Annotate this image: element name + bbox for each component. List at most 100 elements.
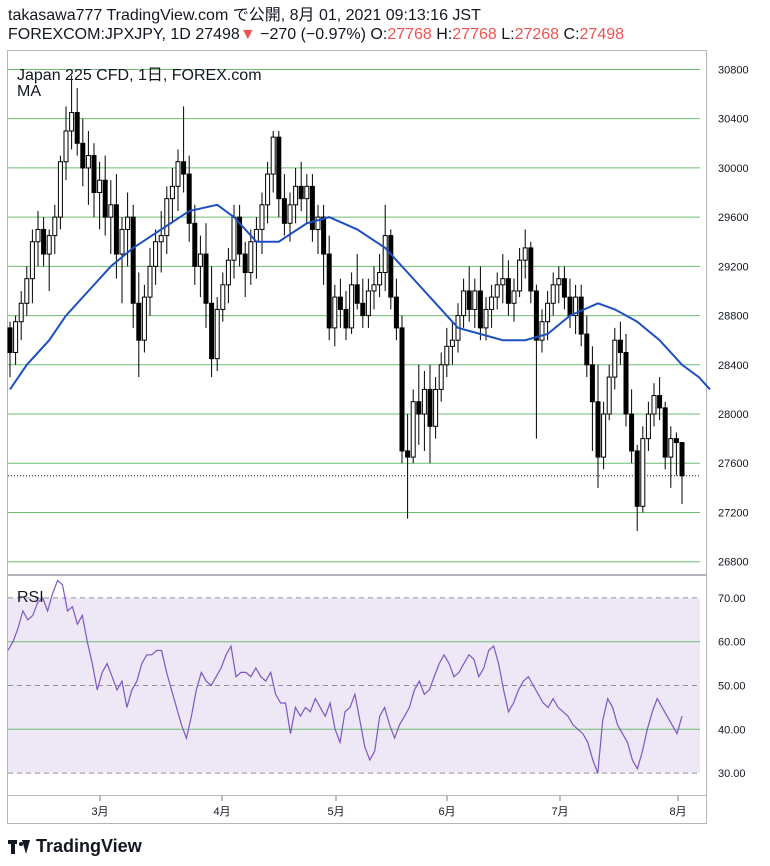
time-tick-label: 8月 bbox=[669, 806, 686, 818]
candle-body bbox=[449, 339, 455, 347]
candle-body bbox=[309, 185, 315, 230]
candle-body bbox=[125, 216, 131, 230]
rsi-pane[interactable] bbox=[7, 575, 707, 796]
candle-body bbox=[477, 290, 483, 329]
candle-body bbox=[321, 216, 327, 255]
candle-body bbox=[74, 112, 80, 144]
candle-body bbox=[668, 438, 674, 458]
candle-body bbox=[399, 327, 405, 452]
price-tick-label: 28000 bbox=[718, 409, 749, 421]
candle-body bbox=[461, 290, 467, 317]
candle-body bbox=[237, 216, 243, 255]
open-value: 27768 bbox=[387, 26, 432, 43]
time-tick-label: 3月 bbox=[91, 806, 108, 818]
candle-body bbox=[438, 364, 444, 390]
price-tick-label: 27200 bbox=[718, 507, 749, 519]
candle-body bbox=[186, 173, 192, 224]
candle-body bbox=[91, 155, 97, 194]
price-tick-label: 30400 bbox=[718, 114, 749, 126]
candle-body bbox=[332, 296, 338, 329]
candle-body bbox=[657, 395, 663, 409]
candle-body bbox=[651, 395, 657, 415]
price-tick-label: 26800 bbox=[718, 557, 749, 569]
price-pane[interactable] bbox=[7, 50, 707, 575]
candle-body bbox=[617, 339, 623, 353]
time-tick-label: 4月 bbox=[213, 806, 230, 818]
candle-body bbox=[573, 296, 579, 317]
candle-body bbox=[595, 401, 601, 458]
time-tick-label: 5月 bbox=[327, 806, 344, 818]
candle-body bbox=[85, 155, 91, 169]
candle-body bbox=[35, 228, 41, 243]
down-arrow-icon: ▼ bbox=[239, 26, 256, 43]
price-tick-label: 30800 bbox=[718, 64, 749, 76]
candle-body bbox=[158, 235, 164, 243]
price-change: −270 (−0.97%) bbox=[260, 26, 366, 43]
candle-body bbox=[231, 216, 237, 261]
candle-body bbox=[52, 216, 58, 237]
candle-body bbox=[276, 136, 282, 200]
high-value: 27768 bbox=[452, 26, 497, 43]
candle-body bbox=[343, 308, 349, 329]
candle-body bbox=[69, 112, 75, 132]
price-tick-label: 29200 bbox=[718, 261, 749, 273]
candle-body bbox=[517, 259, 523, 292]
candle-body bbox=[679, 442, 685, 477]
publish-info-text: takasawa777 TradingView.com で公開, 8月 01, … bbox=[8, 7, 481, 24]
candle-body bbox=[371, 284, 377, 292]
high-label: H: bbox=[436, 26, 453, 43]
tradingview-logo[interactable]: TradingView bbox=[8, 836, 142, 857]
candle-body bbox=[220, 284, 226, 310]
candle-body bbox=[500, 278, 506, 286]
time-axis[interactable] bbox=[7, 796, 707, 824]
candle-body bbox=[662, 407, 668, 458]
candle-body bbox=[57, 161, 63, 218]
candle-body bbox=[640, 438, 646, 507]
candle-body bbox=[119, 228, 125, 255]
candle-body bbox=[405, 450, 411, 458]
candle-body bbox=[197, 253, 203, 267]
candle-body bbox=[46, 235, 52, 255]
candle-body bbox=[18, 302, 24, 323]
candle-body bbox=[645, 413, 651, 440]
candle-body bbox=[466, 290, 472, 310]
price-tick-label: 28400 bbox=[718, 360, 749, 372]
ohlc-header: FOREXCOM:JPXJPY, 1D 27498▼ −270 (−0.97%)… bbox=[8, 26, 624, 44]
candle-body bbox=[533, 290, 539, 341]
candle-body bbox=[416, 401, 422, 415]
candle-body bbox=[270, 136, 276, 175]
candle-body bbox=[634, 450, 640, 507]
candle-body bbox=[505, 278, 511, 304]
close-value: 27498 bbox=[579, 26, 625, 43]
candle-body bbox=[248, 241, 254, 274]
rsi-tick-label: 50.00 bbox=[718, 681, 746, 693]
candle-body bbox=[629, 413, 635, 452]
candle-body bbox=[489, 296, 495, 310]
candle-body bbox=[108, 204, 114, 218]
candle-body bbox=[130, 216, 136, 304]
candle-body bbox=[136, 302, 142, 341]
time-tick-label: 7月 bbox=[551, 806, 568, 818]
candle-body bbox=[113, 204, 119, 255]
candle-body bbox=[141, 296, 147, 341]
candle-body bbox=[561, 278, 567, 298]
candle-body bbox=[7, 327, 13, 353]
logo-text: TradingView bbox=[36, 836, 142, 856]
rsi-legend: RSI bbox=[17, 589, 44, 606]
candle-body bbox=[673, 438, 679, 444]
candle-body bbox=[550, 284, 556, 304]
rsi-tick-label: 30.00 bbox=[718, 768, 746, 780]
candle-body bbox=[169, 185, 175, 200]
candle-body bbox=[298, 185, 304, 200]
candle-body bbox=[225, 259, 231, 286]
rsi-tick-label: 70.00 bbox=[718, 593, 746, 605]
candle-body bbox=[522, 247, 528, 261]
candle-body bbox=[175, 161, 181, 187]
candle-body bbox=[13, 321, 19, 353]
last-price: 27498 bbox=[195, 26, 240, 43]
candle-body bbox=[242, 253, 248, 274]
candle-body bbox=[153, 241, 159, 267]
candle-body bbox=[281, 198, 287, 224]
rsi-tick-label: 40.00 bbox=[718, 724, 746, 736]
candle-body bbox=[181, 161, 187, 175]
